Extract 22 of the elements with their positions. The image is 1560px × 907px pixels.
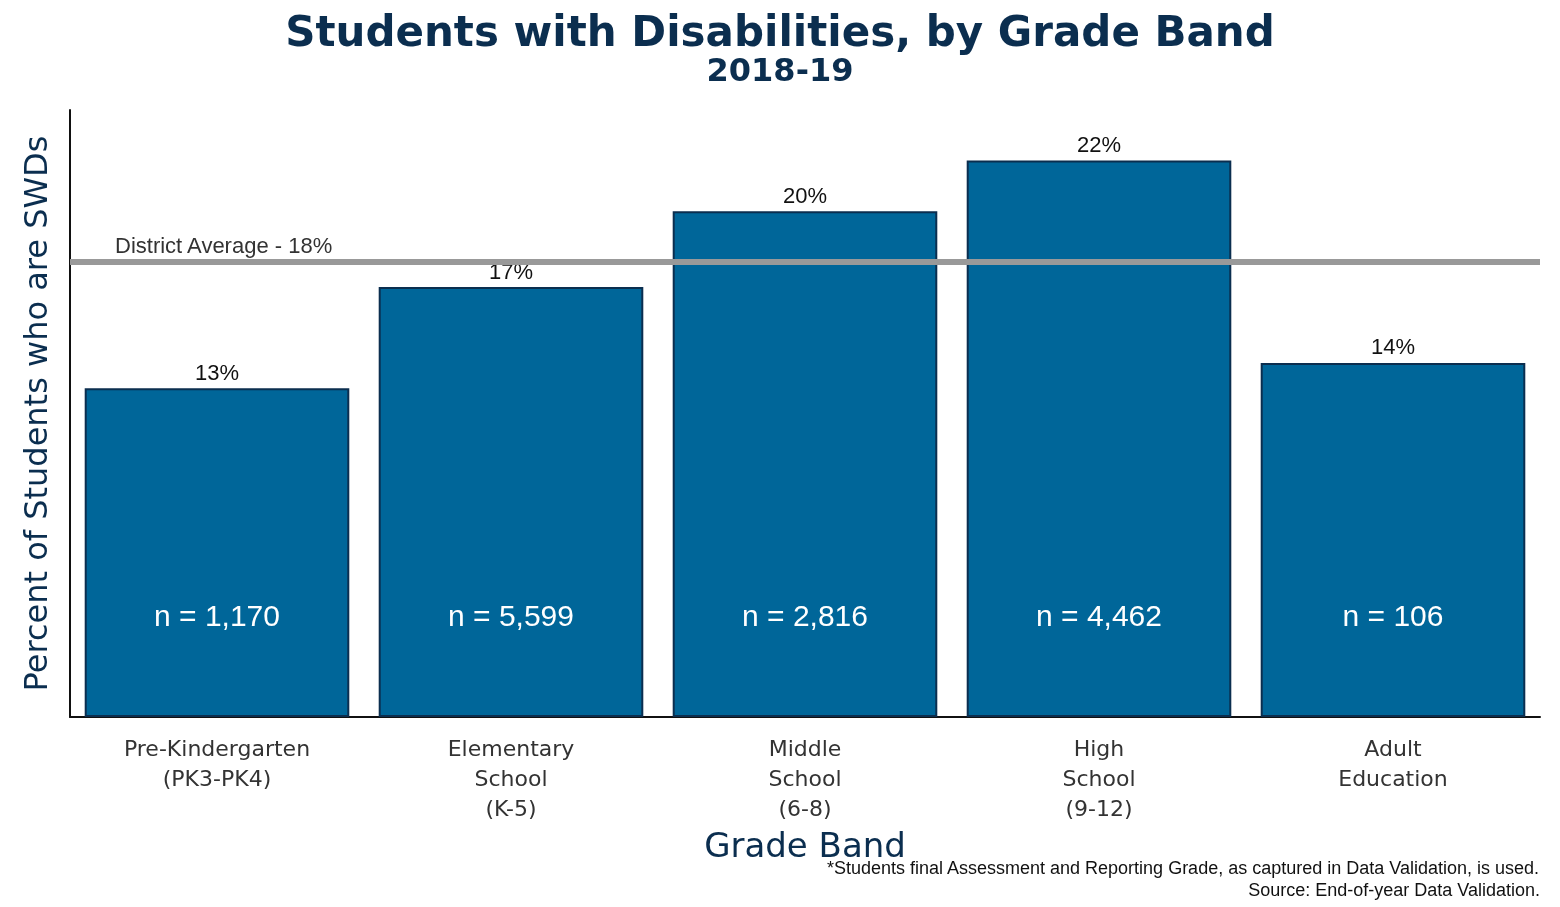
ref-line-label: District Average - 18% — [115, 233, 333, 259]
data-label: 22% — [1076, 132, 1122, 158]
bar — [672, 211, 938, 717]
bar — [378, 287, 644, 717]
data-label: 13% — [194, 359, 240, 385]
annotation: n = 2,816 — [742, 599, 868, 633]
data-label: 14% — [1370, 334, 1416, 360]
x-tick-label: Middle School (6-8) — [768, 735, 842, 821]
x-tick-label: Pre-Kindergarten (PK3-PK4) — [123, 735, 311, 791]
x-tick-label: Elementary School (K-5) — [447, 735, 575, 821]
data-label: 20% — [782, 182, 828, 208]
annotation: n = 4,462 — [1036, 599, 1162, 633]
x-tick-label: Adult Education — [1338, 735, 1448, 791]
y-axis-title: Percent of Students who are SWDs — [17, 135, 55, 692]
bar — [84, 388, 350, 717]
source-note: Source: End-of-year Data Validation. — [1248, 880, 1540, 900]
bar — [1260, 362, 1526, 717]
x-tick-label: High School (9-12) — [1062, 735, 1136, 821]
annotation: n = 106 — [1342, 599, 1444, 633]
bar — [966, 160, 1232, 717]
annotation: n = 5,599 — [448, 599, 574, 633]
annotation: n = 1,170 — [154, 599, 280, 633]
